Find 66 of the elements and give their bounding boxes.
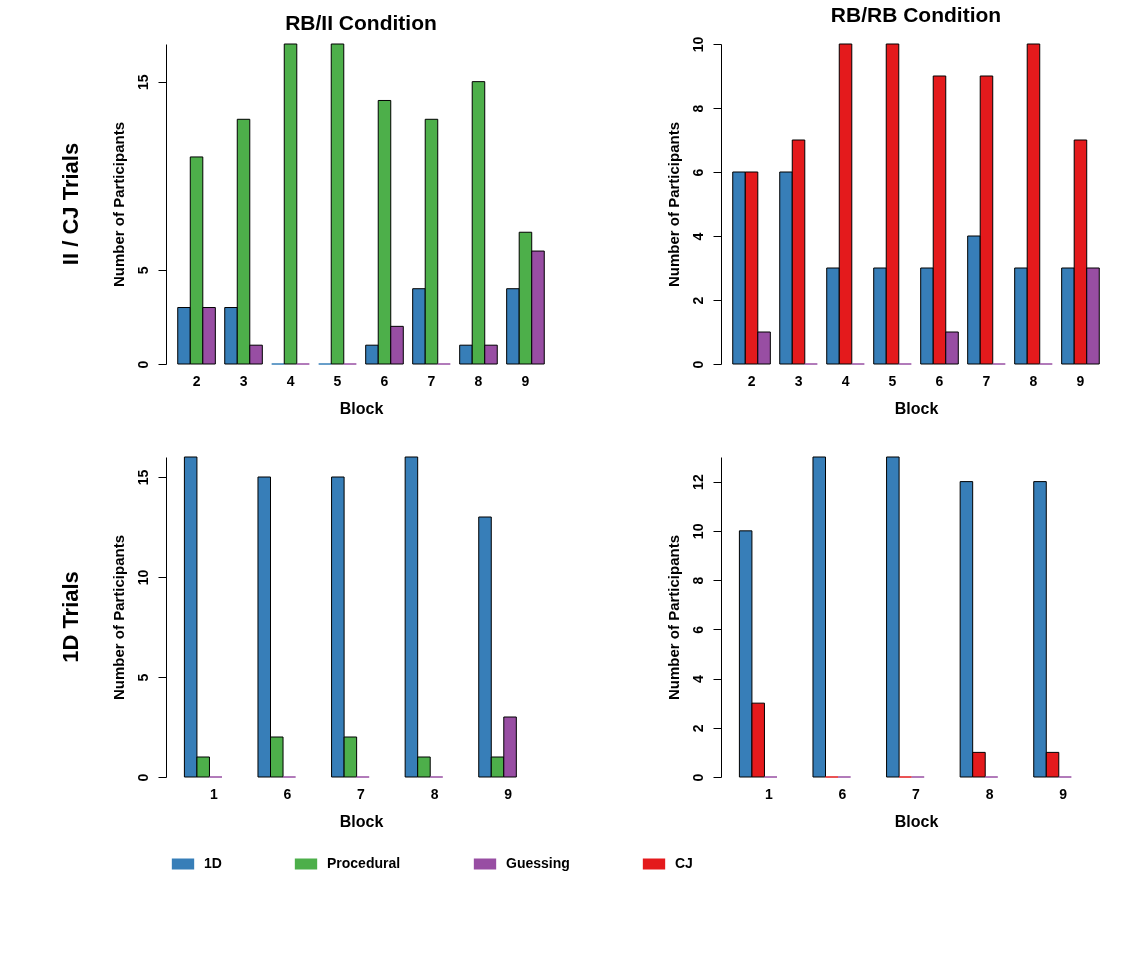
x-axis-title: Block <box>339 812 384 830</box>
y-tick-label: 10 <box>689 523 706 540</box>
y-tick-label: 0 <box>134 773 151 782</box>
y-tick-label: 5 <box>134 673 151 682</box>
x-tick-label: 6 <box>380 372 389 389</box>
x-tick-label: 7 <box>427 372 436 389</box>
chart-title: RB/RB Condition <box>830 3 1002 27</box>
x-tick-label: 5 <box>888 372 897 389</box>
x-tick-label: 3 <box>239 372 248 389</box>
y-tick-label: 8 <box>689 104 706 113</box>
y-axis-title: Number of Participants <box>664 534 682 701</box>
y-tick-label: 2 <box>689 296 706 305</box>
y-tick-label: 10 <box>134 569 151 586</box>
x-axis-title: Block <box>339 399 384 417</box>
x-tick-label: 8 <box>1029 372 1038 389</box>
x-tick-label: 7 <box>357 785 366 802</box>
y-tick-label: 4 <box>689 674 706 683</box>
y-tick-label: 15 <box>134 74 151 90</box>
y-tick-label: 0 <box>134 360 151 369</box>
x-tick-label: 9 <box>504 785 513 802</box>
x-tick-label: 9 <box>1076 372 1085 389</box>
x-tick-label: 8 <box>430 785 439 802</box>
legend-label: Procedural <box>327 855 401 871</box>
x-tick-label: 3 <box>794 372 803 389</box>
x-tick-label: 4 <box>841 372 850 389</box>
y-axis-title: Number of Participants <box>109 121 127 288</box>
x-tick-label: 5 <box>333 372 342 389</box>
x-tick-label: 7 <box>982 372 991 389</box>
y-tick-label: 6 <box>689 625 706 634</box>
x-axis-title: Block <box>894 812 939 830</box>
legend-label: Guessing <box>506 855 570 871</box>
x-tick-label: 2 <box>192 372 201 389</box>
x-tick-label: 8 <box>474 372 483 389</box>
bar <box>812 456 827 778</box>
y-tick-label: 4 <box>689 232 706 241</box>
x-tick-label: 2 <box>747 372 756 389</box>
x-tick-label: 6 <box>283 785 292 802</box>
y-tick-label: 6 <box>689 168 706 177</box>
text: 1D Trials <box>58 571 83 663</box>
y-axis-title: Number of Participants <box>664 121 682 288</box>
x-tick-label: 4 <box>286 372 295 389</box>
bar <box>283 43 298 365</box>
x-tick-label: 9 <box>521 372 530 389</box>
legend-label: CJ <box>675 855 693 871</box>
x-axis-title: Block <box>894 399 939 417</box>
y-tick-label: 0 <box>689 773 706 782</box>
x-tick-label: 1 <box>764 785 773 802</box>
legend-label: 1D <box>204 855 222 871</box>
bar <box>886 456 900 778</box>
y-tick-label: 15 <box>134 469 151 486</box>
x-tick-label: 6 <box>838 785 847 802</box>
y-tick-label: 10 <box>689 36 706 53</box>
x-tick-label: 8 <box>985 785 994 802</box>
y-tick-label: 2 <box>689 724 706 733</box>
y-tick-label: 8 <box>689 576 706 585</box>
x-tick-label: 9 <box>1059 785 1068 802</box>
text: II / CJ Trials <box>58 142 83 266</box>
y-tick-label: 12 <box>689 474 706 490</box>
x-tick-label: 6 <box>935 372 944 389</box>
y-tick-label: 5 <box>134 266 151 275</box>
chart-title: RB/II Condition <box>285 10 437 34</box>
x-tick-label: 1 <box>209 785 218 802</box>
bar <box>330 43 345 365</box>
y-axis-title: Number of Participants <box>109 534 127 701</box>
x-tick-label: 7 <box>912 785 921 802</box>
y-tick-label: 0 <box>689 360 706 369</box>
